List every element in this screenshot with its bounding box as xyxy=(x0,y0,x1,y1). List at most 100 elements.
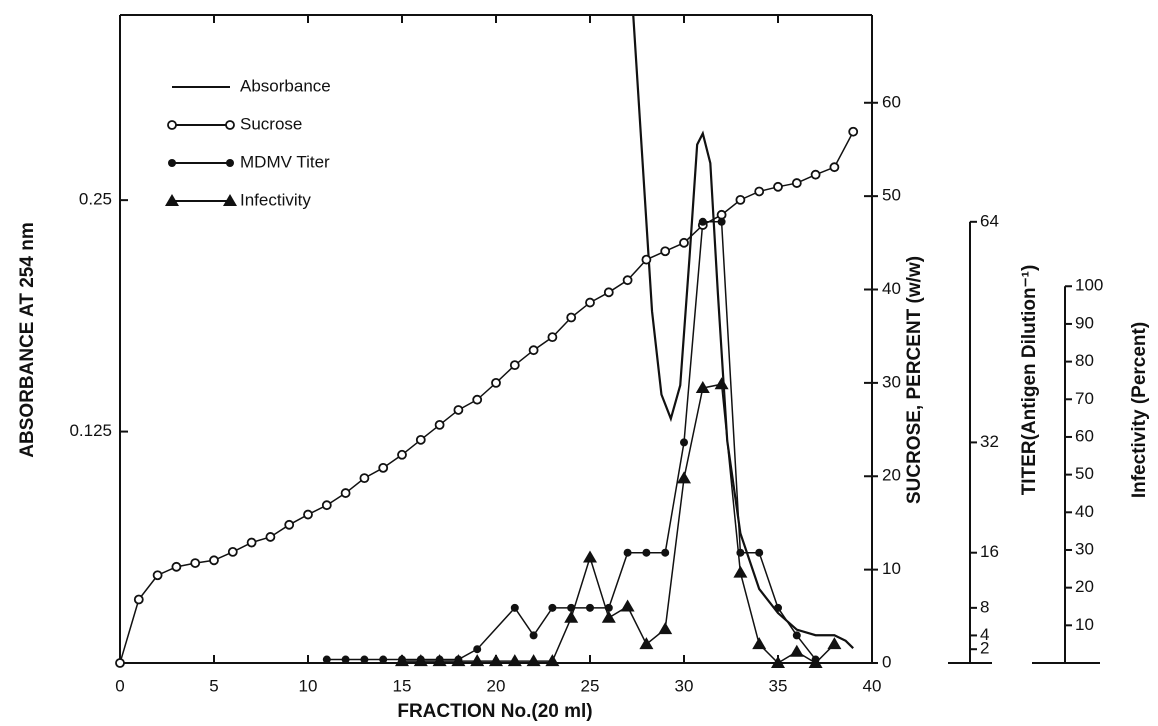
x-tick-label: 25 xyxy=(581,676,600,695)
point xyxy=(133,594,144,605)
point xyxy=(774,603,782,612)
y4-tick-label: 80 xyxy=(1075,351,1094,370)
series-line xyxy=(326,221,817,661)
x-tick-label: 20 xyxy=(487,676,506,695)
y-tick-label: 0.125 xyxy=(69,421,112,440)
point xyxy=(284,519,295,530)
point xyxy=(792,631,801,640)
point xyxy=(171,561,182,572)
x-tick-label: 30 xyxy=(675,676,694,695)
point xyxy=(379,655,388,664)
point xyxy=(791,178,802,188)
point xyxy=(528,345,539,356)
y3-axis-title: TITER(Antigen Dilution⁻¹) xyxy=(1019,265,1040,496)
point xyxy=(265,532,276,542)
y-axis-title: ABSORBANCE AT 254 nm xyxy=(17,222,38,457)
point xyxy=(472,394,483,405)
point xyxy=(620,599,635,612)
x-tick-label: 10 xyxy=(299,676,318,695)
y4-tick-label: 70 xyxy=(1075,389,1094,408)
point xyxy=(453,405,464,415)
legend-marker xyxy=(165,194,179,206)
y2-tick-label: 0 xyxy=(882,652,891,671)
y4-tick-label: 60 xyxy=(1075,426,1094,445)
point xyxy=(322,655,331,664)
point xyxy=(754,186,765,197)
x-tick-label: 40 xyxy=(863,676,882,695)
point xyxy=(601,610,616,623)
point xyxy=(115,658,125,668)
point xyxy=(526,654,541,667)
y4-tick-label: 90 xyxy=(1075,313,1094,332)
point xyxy=(152,570,163,581)
point xyxy=(547,332,558,343)
point xyxy=(827,637,842,650)
legend-marker xyxy=(167,120,177,130)
point xyxy=(810,169,821,180)
legend-marker xyxy=(223,194,237,206)
point xyxy=(642,548,651,557)
x-axis-title: FRACTION No.(20 ml) xyxy=(397,701,592,722)
point xyxy=(660,246,671,257)
point xyxy=(622,275,633,286)
point xyxy=(586,603,594,612)
point xyxy=(321,500,332,511)
point xyxy=(303,509,313,520)
y3-tick-label: 8 xyxy=(980,597,989,616)
point xyxy=(661,548,670,557)
plot-area xyxy=(120,15,854,663)
point xyxy=(567,603,576,612)
point xyxy=(470,654,485,667)
y3-tick-label: 64 xyxy=(980,211,999,230)
legend-label: Absorbance xyxy=(240,76,331,95)
y3-tick-label: 4 xyxy=(980,625,989,644)
y2-tick-label: 60 xyxy=(882,92,901,111)
series-line xyxy=(402,383,835,663)
point xyxy=(566,312,577,323)
point xyxy=(564,610,579,623)
point xyxy=(190,558,201,568)
legend-label: Infectivity xyxy=(240,190,311,209)
point xyxy=(359,473,370,484)
point xyxy=(489,654,503,667)
point xyxy=(733,565,748,578)
point xyxy=(395,654,409,667)
legend-marker xyxy=(226,159,234,167)
point xyxy=(583,550,597,563)
y3-tick-label: 32 xyxy=(980,432,999,451)
point xyxy=(473,645,482,654)
point xyxy=(680,438,688,447)
legend-marker xyxy=(168,159,176,167)
legend-label: MDMV Titer xyxy=(240,152,330,171)
point xyxy=(209,555,219,566)
point xyxy=(736,548,745,557)
y4-tick-label: 50 xyxy=(1075,464,1094,483)
point xyxy=(735,194,746,205)
point xyxy=(491,377,501,388)
point xyxy=(829,162,840,173)
point xyxy=(658,622,673,635)
point xyxy=(432,654,447,667)
point xyxy=(752,637,767,650)
point xyxy=(340,488,351,498)
y2-tick-label: 30 xyxy=(882,372,901,391)
point xyxy=(529,631,538,640)
y4-tick-label: 100 xyxy=(1075,276,1103,295)
point xyxy=(509,360,520,371)
point xyxy=(808,656,823,668)
y3-tick-label: 2 xyxy=(980,639,989,658)
point xyxy=(641,254,652,265)
y2-axis-title: SUCROSE, PERCENT (w/w) xyxy=(904,256,925,504)
series-line xyxy=(632,15,854,649)
point xyxy=(714,377,729,390)
y2-tick-label: 50 xyxy=(882,186,901,205)
point xyxy=(378,462,389,473)
point xyxy=(603,287,614,298)
y2-tick-label: 10 xyxy=(882,559,901,578)
point xyxy=(773,181,783,192)
point xyxy=(717,217,726,226)
point xyxy=(415,434,426,445)
point xyxy=(510,603,519,612)
point xyxy=(227,546,238,557)
